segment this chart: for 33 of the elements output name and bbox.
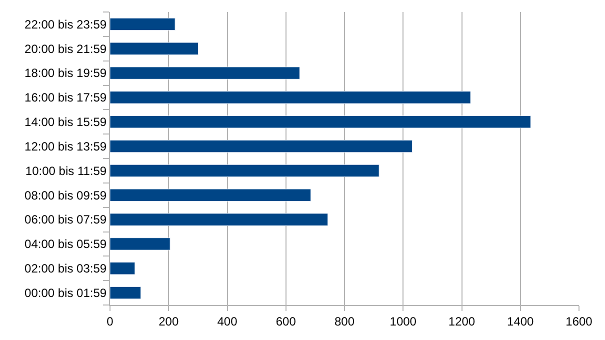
x-tick-label: 1400 xyxy=(507,314,534,328)
bar xyxy=(110,213,328,226)
y-tick-label: 20:00 bis 21:59 xyxy=(24,42,107,56)
y-tick-label: 14:00 bis 15:59 xyxy=(24,115,107,130)
y-tick-label: 06:00 bis 07:59 xyxy=(24,212,107,227)
y-tick-label: 12:00 bis 13:59 xyxy=(24,139,107,154)
bar xyxy=(110,91,471,104)
bar xyxy=(110,140,412,153)
y-tick-label: 16:00 bis 17:59 xyxy=(24,90,107,105)
x-tick-label: 0 xyxy=(106,314,114,328)
bar xyxy=(110,66,300,80)
y-tick-label: 00:00 bis 01:59 xyxy=(24,286,107,300)
bar xyxy=(110,18,176,31)
bar xyxy=(110,188,312,202)
y-tick-label: 08:00 bis 09:59 xyxy=(24,188,107,202)
bar xyxy=(110,42,198,55)
bar xyxy=(110,262,136,275)
y-tick-label: 22:00 bis 23:59 xyxy=(24,17,107,32)
y-tick-label: 10:00 bis 11:59 xyxy=(25,164,107,178)
x-tick-label: 1200 xyxy=(448,314,476,328)
y-tick-label: 18:00 bis 19:59 xyxy=(24,66,107,80)
y-tick-label: 04:00 bis 05:59 xyxy=(24,237,107,252)
bar xyxy=(110,238,170,250)
x-tick-label: 1600 xyxy=(566,314,593,328)
bar xyxy=(110,286,142,300)
x-tick-label: 400 xyxy=(217,314,238,328)
x-tick-label: 600 xyxy=(276,314,296,328)
y-tick-label: 02:00 bis 03:59 xyxy=(24,262,107,276)
bar xyxy=(110,116,531,128)
bar xyxy=(110,164,380,178)
x-tick-label: 1000 xyxy=(390,314,417,328)
x-tick-label: 200 xyxy=(158,314,179,328)
x-tick-label: 800 xyxy=(334,314,355,328)
